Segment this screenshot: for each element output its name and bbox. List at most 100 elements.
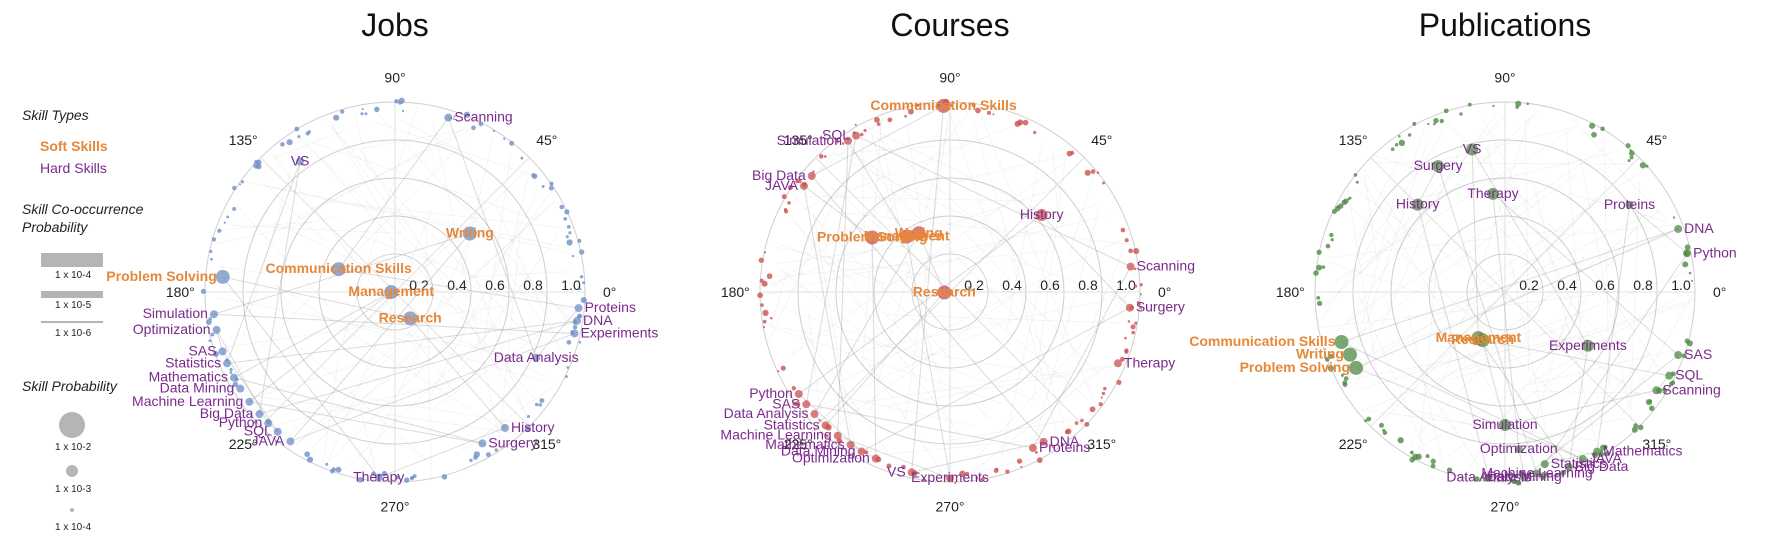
skill-marker-machine-learning bbox=[245, 397, 254, 406]
skill-label-dna: DNA bbox=[1684, 220, 1714, 236]
skill-marker-proteins bbox=[1625, 200, 1634, 209]
skill-marker bbox=[1134, 321, 1138, 325]
skill-marker-big-data bbox=[807, 171, 816, 180]
cooccurrence-edge bbox=[807, 310, 820, 407]
skill-marker bbox=[209, 249, 213, 254]
cooccurrence-edge bbox=[1471, 149, 1589, 347]
angle-label: 315° bbox=[1642, 436, 1671, 452]
cooccurrence-edge bbox=[1344, 334, 1591, 381]
skill-label-vs: VS bbox=[291, 152, 310, 168]
skill-marker-proteins bbox=[1028, 444, 1037, 453]
skill-label-history: History bbox=[1020, 206, 1064, 222]
cooccurrence-edge bbox=[1032, 266, 1132, 449]
cooccurrence-edge bbox=[974, 283, 1137, 460]
skill-marker bbox=[335, 466, 342, 473]
skill-marker bbox=[217, 228, 222, 233]
skill-marker bbox=[1328, 353, 1334, 359]
cooccurrence-edge bbox=[874, 108, 972, 230]
skill-marker bbox=[1005, 469, 1010, 474]
skill-label-sas: SAS bbox=[772, 395, 800, 411]
cooccurrence-edge bbox=[273, 128, 349, 159]
cooccurrence-edge bbox=[1549, 331, 1655, 407]
angle-label: 225° bbox=[229, 436, 258, 452]
cooccurrence-edge bbox=[475, 276, 529, 424]
skill-marker-sql bbox=[273, 427, 282, 436]
cooccurrence-edge bbox=[805, 364, 1118, 411]
skill-marker-problem-solving bbox=[1349, 360, 1364, 375]
cooccurrence-edge bbox=[886, 314, 1121, 324]
skill-markers bbox=[794, 98, 1135, 483]
skill-marker bbox=[559, 204, 565, 210]
skill-marker bbox=[503, 137, 506, 140]
skill-label-sql: SQL bbox=[822, 127, 850, 143]
skill-marker-data-analysis bbox=[1484, 473, 1493, 482]
cooccurrence-edge bbox=[837, 435, 951, 479]
cooccurrence-edge bbox=[950, 417, 1082, 441]
skill-marker bbox=[1324, 357, 1330, 362]
skill-marker bbox=[304, 451, 310, 458]
skill-marker bbox=[1131, 330, 1135, 335]
skill-marker bbox=[1637, 424, 1644, 431]
skill-marker bbox=[777, 370, 780, 373]
skill-marker bbox=[1684, 338, 1690, 344]
skill-marker bbox=[1120, 227, 1126, 233]
skill-marker-java bbox=[286, 437, 295, 446]
skill-marker bbox=[580, 297, 587, 304]
skill-marker bbox=[1124, 336, 1127, 340]
skill-marker bbox=[361, 108, 364, 111]
skill-marker bbox=[1541, 471, 1548, 478]
skill-marker bbox=[478, 121, 484, 127]
skill-marker bbox=[371, 471, 376, 476]
cooccurrence-edge bbox=[800, 327, 889, 454]
cooccurrence-edge bbox=[785, 208, 961, 435]
skill-label-problem-solving: Problem Solving bbox=[106, 268, 216, 284]
skill-marker bbox=[485, 452, 491, 458]
cooccurrence-edge bbox=[861, 438, 1047, 458]
cooccurrence-edge bbox=[338, 268, 579, 309]
skill-marker bbox=[572, 324, 578, 330]
skill-label-dna: DNA bbox=[1050, 433, 1080, 449]
hard-skills-label: Hard Skills bbox=[40, 160, 107, 176]
skill-marker bbox=[286, 139, 293, 146]
skill-marker bbox=[208, 339, 212, 343]
skill-marker-research bbox=[403, 311, 418, 326]
cooccurrence-edge bbox=[833, 153, 1010, 237]
skill-label-research: Research bbox=[1451, 331, 1514, 347]
cooccurrence-edge bbox=[1418, 209, 1661, 399]
skill-marker bbox=[1684, 244, 1691, 251]
skill-marker bbox=[841, 142, 845, 145]
skill-marker bbox=[783, 207, 788, 212]
skill-label-machine-learning: Machine Learning bbox=[720, 427, 831, 443]
skill-marker bbox=[1430, 458, 1436, 464]
cooccurrence-edge bbox=[1524, 354, 1679, 478]
angle-label: 135° bbox=[229, 132, 258, 148]
skill-marker bbox=[539, 398, 545, 404]
skill-label-python: Python bbox=[1693, 244, 1737, 260]
cooccurrence-edge bbox=[340, 169, 528, 348]
cooccurrence-edge bbox=[1068, 173, 1095, 256]
cooccurrence-edge bbox=[1407, 129, 1425, 176]
skill-marker bbox=[1554, 474, 1558, 478]
skill-marker bbox=[492, 129, 496, 133]
cooccurrence-edge bbox=[329, 125, 519, 327]
skill-marker bbox=[876, 122, 881, 126]
skill-marker bbox=[1515, 105, 1519, 109]
cooccurrence-edge bbox=[836, 240, 1120, 385]
angle-label: 270° bbox=[1491, 499, 1520, 515]
cooccurrence-edge bbox=[837, 140, 849, 436]
skill-marker-mathematics bbox=[1593, 447, 1602, 456]
radial-tick-label: 0.4 bbox=[1557, 277, 1577, 293]
skill-marker bbox=[564, 209, 570, 215]
cooccurrence-edge bbox=[762, 250, 1056, 279]
skill-label-dna: DNA bbox=[583, 312, 613, 328]
cooccurrence-edge bbox=[1372, 155, 1442, 177]
cooccurrence-edge bbox=[249, 291, 392, 403]
skill-marker bbox=[1591, 131, 1597, 138]
cooccurrence-edge bbox=[1486, 146, 1555, 473]
cooccurrence-edge bbox=[1568, 345, 1589, 468]
skill-label-writing: Writing bbox=[895, 224, 943, 240]
cooccurrence-edge bbox=[1530, 172, 1600, 456]
skill-marker bbox=[538, 403, 543, 407]
skill-marker bbox=[294, 126, 300, 132]
skill-marker bbox=[761, 280, 768, 287]
